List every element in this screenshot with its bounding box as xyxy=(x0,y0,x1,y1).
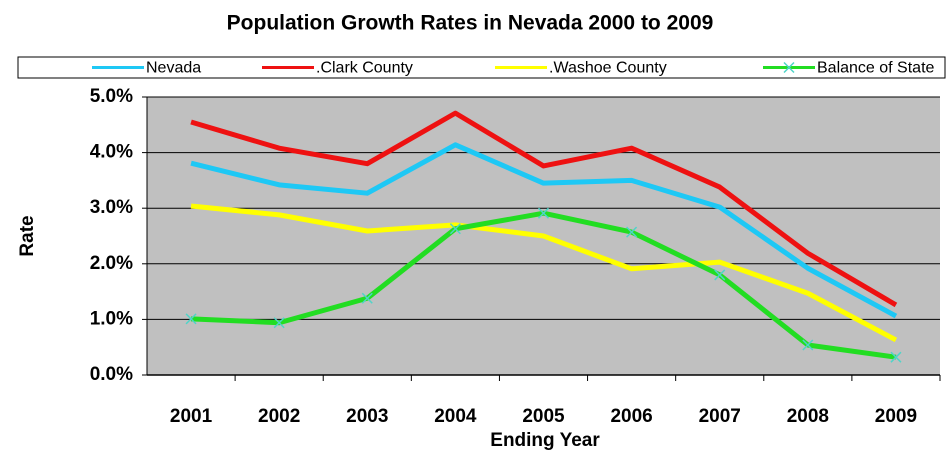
series-line xyxy=(190,142,898,319)
legend-label: Balance of State xyxy=(817,60,935,77)
y-tick-label: 5.0% xyxy=(90,86,133,107)
x-tick-label: 2003 xyxy=(346,406,388,427)
legend-label: .Clark County xyxy=(316,60,413,77)
point-marker xyxy=(802,339,814,351)
point-marker xyxy=(273,317,285,329)
y-axis-label: Rate xyxy=(17,215,38,256)
series-line xyxy=(190,203,898,343)
y-tick-label: 0.0% xyxy=(90,364,133,385)
y-tick-label: 1.0% xyxy=(90,308,133,329)
x-tick-label: 2009 xyxy=(875,406,917,427)
x-tick-label: 2001 xyxy=(170,406,213,427)
y-tick-label: 2.0% xyxy=(90,253,133,274)
chart-title: Population Growth Rates in Nevada 2000 t… xyxy=(227,12,714,35)
legend-label: .Washoe County xyxy=(549,60,667,77)
point-marker xyxy=(185,313,197,325)
series-line xyxy=(190,110,898,308)
x-tick-label: 2006 xyxy=(610,406,652,427)
point-marker xyxy=(626,226,638,238)
x-tick-label: 2007 xyxy=(699,406,741,427)
x-tick-label: 2008 xyxy=(787,406,829,427)
legend-box xyxy=(17,56,946,79)
point-marker xyxy=(449,223,461,235)
point-marker xyxy=(361,292,373,304)
x-tick-label: 2002 xyxy=(258,406,300,427)
point-marker xyxy=(714,269,726,281)
legend-label: Nevada xyxy=(146,60,201,77)
point-marker xyxy=(890,351,902,363)
x-tick-label: 2004 xyxy=(434,406,477,427)
x-axis-label: Ending Year xyxy=(490,430,600,451)
y-tick-label: 4.0% xyxy=(90,142,133,163)
x-tick-label: 2005 xyxy=(522,406,565,427)
point-marker xyxy=(537,207,550,219)
legend-marker xyxy=(783,61,795,74)
y-tick-label: 3.0% xyxy=(90,197,133,218)
